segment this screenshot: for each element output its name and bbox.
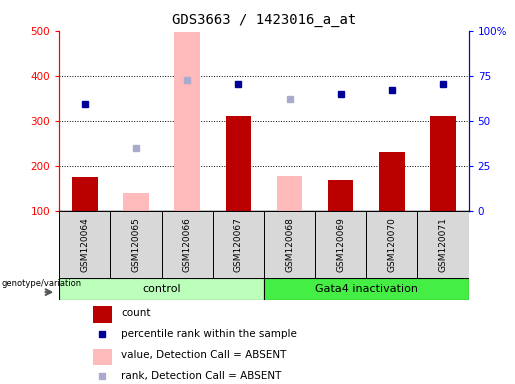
Text: GSM120065: GSM120065 [131,217,141,272]
Text: GSM120071: GSM120071 [439,217,448,272]
Bar [226,116,251,211]
Bar [59,211,110,278]
Text: Gata4 inactivation: Gata4 inactivation [315,284,418,294]
Bar [110,211,162,278]
Text: rank, Detection Call = ABSENT: rank, Detection Call = ABSENT [121,371,281,381]
Text: GSM120069: GSM120069 [336,217,345,272]
Bar [162,211,213,278]
Text: GSM120067: GSM120067 [234,217,243,272]
Bar [418,211,469,278]
Text: percentile rank within the sample: percentile rank within the sample [121,329,297,339]
Title: GDS3663 / 1423016_a_at: GDS3663 / 1423016_a_at [172,13,356,27]
Bar [379,152,405,211]
Bar [315,211,366,278]
Bar [430,116,456,211]
Bar [264,278,469,300]
Bar [366,211,418,278]
Bar [328,180,353,211]
Text: GSM120068: GSM120068 [285,217,294,272]
Bar [59,278,264,300]
Text: value, Detection Call = ABSENT: value, Detection Call = ABSENT [121,350,286,360]
Bar [93,349,112,366]
Text: genotype/variation: genotype/variation [1,279,81,288]
Bar [123,193,149,211]
Bar [72,177,98,211]
Text: count: count [121,308,150,318]
Bar [264,211,315,278]
Text: control: control [142,284,181,294]
Bar [93,306,112,323]
Text: GSM120066: GSM120066 [183,217,192,272]
Text: GSM120064: GSM120064 [80,217,89,272]
Bar [175,31,200,211]
Bar [277,176,302,211]
Text: GSM120070: GSM120070 [387,217,397,272]
Bar [213,211,264,278]
